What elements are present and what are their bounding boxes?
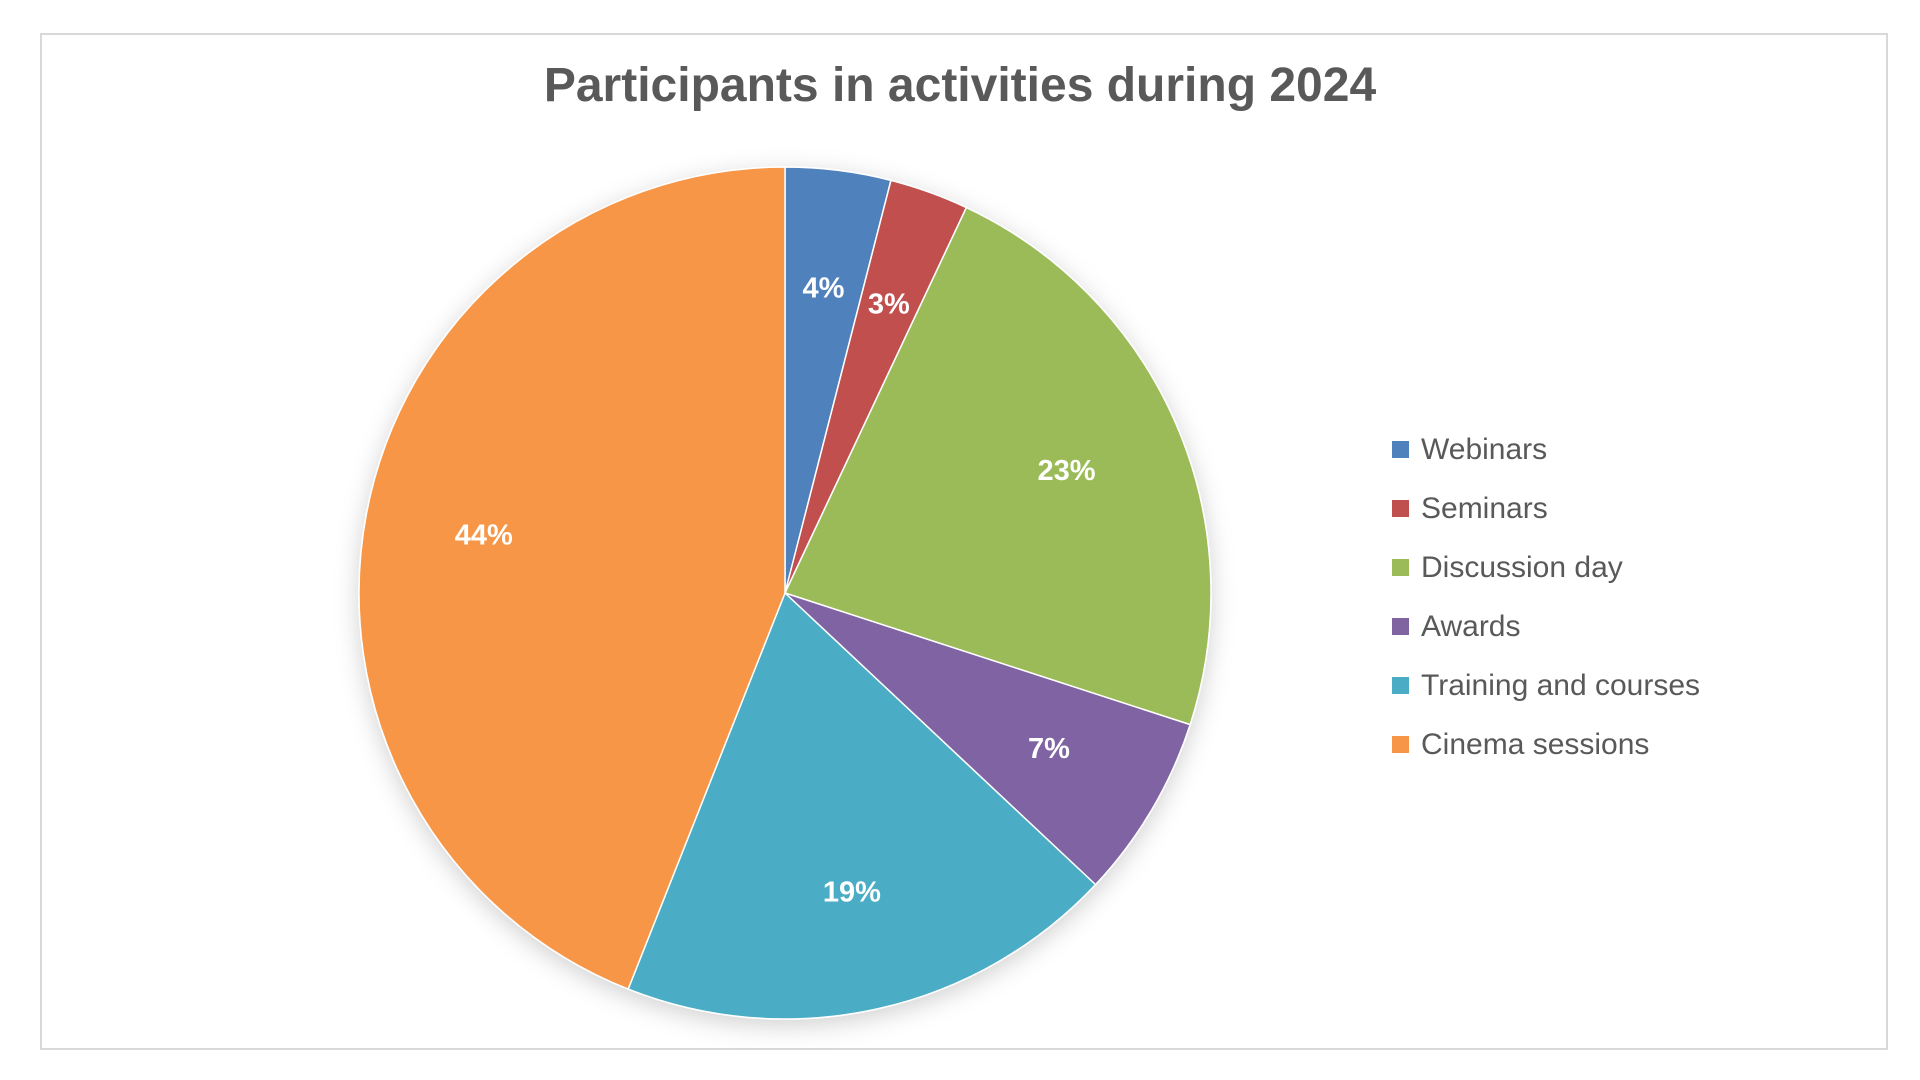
legend-item-discussion-day: Discussion day bbox=[1392, 538, 1700, 597]
legend-label: Seminars bbox=[1421, 491, 1548, 525]
legend-item-seminars: Seminars bbox=[1392, 479, 1700, 538]
legend-item-awards: Awards bbox=[1392, 597, 1700, 656]
legend-swatch bbox=[1392, 736, 1409, 753]
pie-slice-discussion-day bbox=[783, 206, 1212, 726]
legend-label: Awards bbox=[1421, 609, 1521, 643]
pie-slice-cinema-sessions bbox=[358, 166, 786, 991]
legend-label: Cinema sessions bbox=[1421, 727, 1650, 761]
data-label-discussion-day: 23% bbox=[1037, 455, 1095, 487]
legend-label: Discussion day bbox=[1421, 550, 1623, 584]
legend-swatch bbox=[1392, 441, 1409, 458]
legend-swatch bbox=[1392, 500, 1409, 517]
chart-title: Participants in activities during 2024 bbox=[543, 59, 1377, 112]
legend-item-cinema-sessions: Cinema sessions bbox=[1392, 715, 1700, 774]
legend-swatch bbox=[1392, 559, 1409, 576]
legend-swatch bbox=[1392, 677, 1409, 694]
legend-item-training-and-courses: Training and courses bbox=[1392, 656, 1700, 715]
pie-labels: 4% 3% 23% 7% 19% 44% bbox=[455, 273, 1096, 909]
pie-slices bbox=[358, 166, 1212, 1020]
legend-swatch bbox=[1392, 618, 1409, 635]
legend-item-webinars: Webinars bbox=[1392, 420, 1700, 479]
pie-slice-training-and-courses bbox=[627, 591, 1097, 1020]
data-label-seminars: 3% bbox=[868, 288, 910, 320]
data-label-cinema-sessions: 44% bbox=[455, 520, 513, 552]
data-label-training-and-courses: 19% bbox=[823, 876, 881, 908]
data-label-awards: 7% bbox=[1028, 733, 1070, 765]
pie-slice-awards bbox=[784, 592, 1192, 886]
chart-legend: Webinars Seminars Discussion day Awards Trai… bbox=[1392, 420, 1700, 774]
data-label-webinars: 4% bbox=[802, 273, 844, 305]
legend-label: Webinars bbox=[1421, 432, 1548, 466]
legend-label: Training and courses bbox=[1421, 668, 1701, 702]
